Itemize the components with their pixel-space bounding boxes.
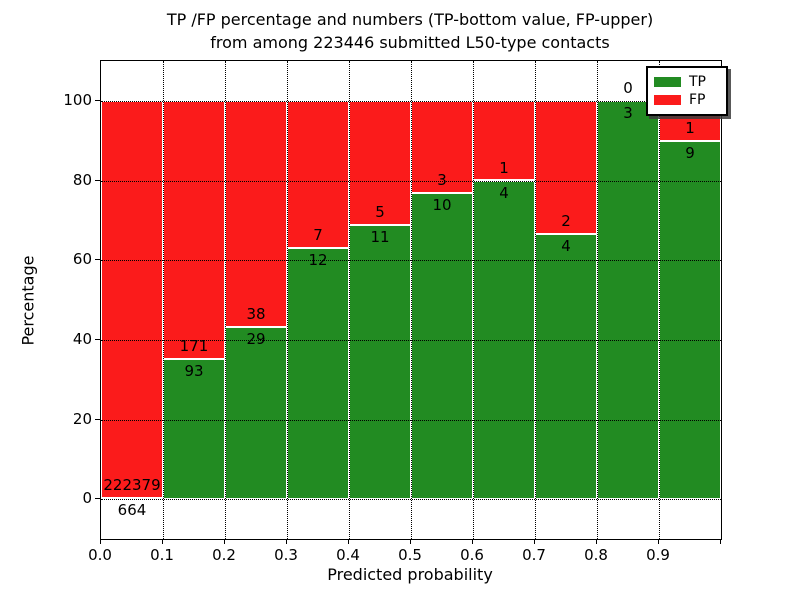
legend-label: FP (689, 92, 706, 108)
x-axis-tick (658, 539, 659, 544)
tp-count-label: 10 (432, 195, 452, 214)
x-tick-label: 0.4 (336, 546, 360, 564)
x-axis-tick (162, 539, 163, 544)
x-tick-label: 0.7 (522, 546, 546, 564)
tp-count-label: 93 (184, 361, 204, 380)
bar-tp-segment (225, 326, 287, 500)
x-axis-tick (534, 539, 535, 544)
fp-count-label: 1 (685, 118, 695, 137)
fp-swatch (654, 95, 681, 105)
v-gridline (349, 61, 350, 539)
v-gridline (163, 61, 164, 539)
chart-title: TP /FP percentage and numbers (TP-bottom… (100, 8, 720, 54)
v-gridline (287, 61, 288, 539)
y-axis-tick (95, 179, 100, 181)
tp-count-label: 11 (370, 228, 390, 247)
v-gridline (473, 61, 474, 539)
v-gridline (225, 61, 226, 539)
x-tick-label: 0.2 (212, 546, 236, 564)
y-axis-tick (95, 498, 100, 500)
legend-item-fp: FP (654, 91, 720, 109)
fp-count-label: 5 (375, 203, 385, 222)
tp-count-label: 4 (499, 183, 509, 202)
v-gridline (535, 61, 536, 539)
y-axis-label: Percentage (18, 255, 38, 346)
bar-tp-segment (349, 225, 411, 500)
tp-count-label: 3 (623, 103, 633, 122)
tp-count-label: 9 (685, 143, 695, 162)
bar-fp-segment (101, 100, 163, 498)
y-axis-tick (95, 259, 100, 261)
x-axis-tick (596, 539, 597, 544)
tp-count-label: 664 (117, 500, 147, 519)
tp-swatch (654, 77, 681, 87)
bar-fp-segment (225, 100, 287, 327)
fp-count-label: 1 (499, 158, 509, 177)
v-gridline (597, 61, 598, 539)
y-tick-label: 20 (72, 409, 92, 428)
chart-title-line1: TP /FP percentage and numbers (TP-bottom… (166, 10, 654, 29)
bar-tp-segment (163, 358, 225, 500)
bar-fp-segment (163, 100, 225, 359)
fp-count-label: 3 (437, 170, 447, 189)
x-axis-label: Predicted probability (327, 565, 493, 584)
x-axis-tick (410, 539, 411, 544)
fp-count-label: 222379 (103, 475, 161, 494)
x-tick-label: 0.5 (398, 546, 422, 564)
tp-count-label: 12 (308, 250, 328, 269)
x-tick-label: 0.9 (646, 546, 670, 564)
y-tick-label: 80 (72, 170, 92, 189)
plot-area: 222379 664 171 93 38 29 7 12 5 11 3 10 1 4 2 4 0 3 1 9 (100, 60, 722, 540)
bar-fp-segment (287, 100, 349, 248)
v-gridline (411, 61, 412, 539)
x-axis-tick (286, 539, 287, 544)
y-axis-tick (95, 418, 100, 420)
fp-count-label: 0 (623, 78, 633, 97)
x-tick-label: 0.1 (150, 546, 174, 564)
x-axis-tick (720, 539, 721, 544)
y-tick-label: 60 (72, 250, 92, 269)
fp-count-label: 2 (561, 211, 571, 230)
fp-count-label: 38 (246, 304, 266, 323)
y-axis-tick (95, 99, 100, 101)
legend-label: TP (689, 74, 706, 90)
y-tick-label: 40 (72, 329, 92, 348)
tp-count-label: 4 (561, 236, 571, 255)
y-axis-tick (95, 338, 100, 340)
fp-count-label: 7 (313, 225, 323, 244)
bar-fp-segment (535, 100, 597, 234)
x-axis-tick (100, 539, 101, 544)
x-axis-tick (472, 539, 473, 544)
fp-count-label: 171 (179, 336, 209, 355)
bar-tp-segment (287, 247, 349, 500)
x-tick-label: 0.8 (584, 546, 608, 564)
x-axis-tick (348, 539, 349, 544)
x-axis-tick (224, 539, 225, 544)
chart-title-line2: from among 223446 submitted L50-type con… (210, 33, 610, 52)
tp-count-label: 29 (246, 329, 266, 348)
bar-tp-segment (659, 140, 721, 500)
y-tick-label: 0 (82, 489, 92, 508)
bar-tp-segment (535, 233, 597, 500)
bar-fp-segment (473, 100, 535, 181)
legend: TP FP (646, 66, 728, 116)
y-tick-label: 100 (63, 90, 92, 109)
v-gridline (659, 61, 660, 539)
legend-item-tp: TP (654, 73, 720, 91)
x-tick-label: 0.0 (88, 546, 112, 564)
x-tick-label: 0.3 (274, 546, 298, 564)
bar-tp-segment (597, 100, 659, 500)
bar-tp-segment (411, 192, 473, 500)
x-tick-label: 0.6 (460, 546, 484, 564)
